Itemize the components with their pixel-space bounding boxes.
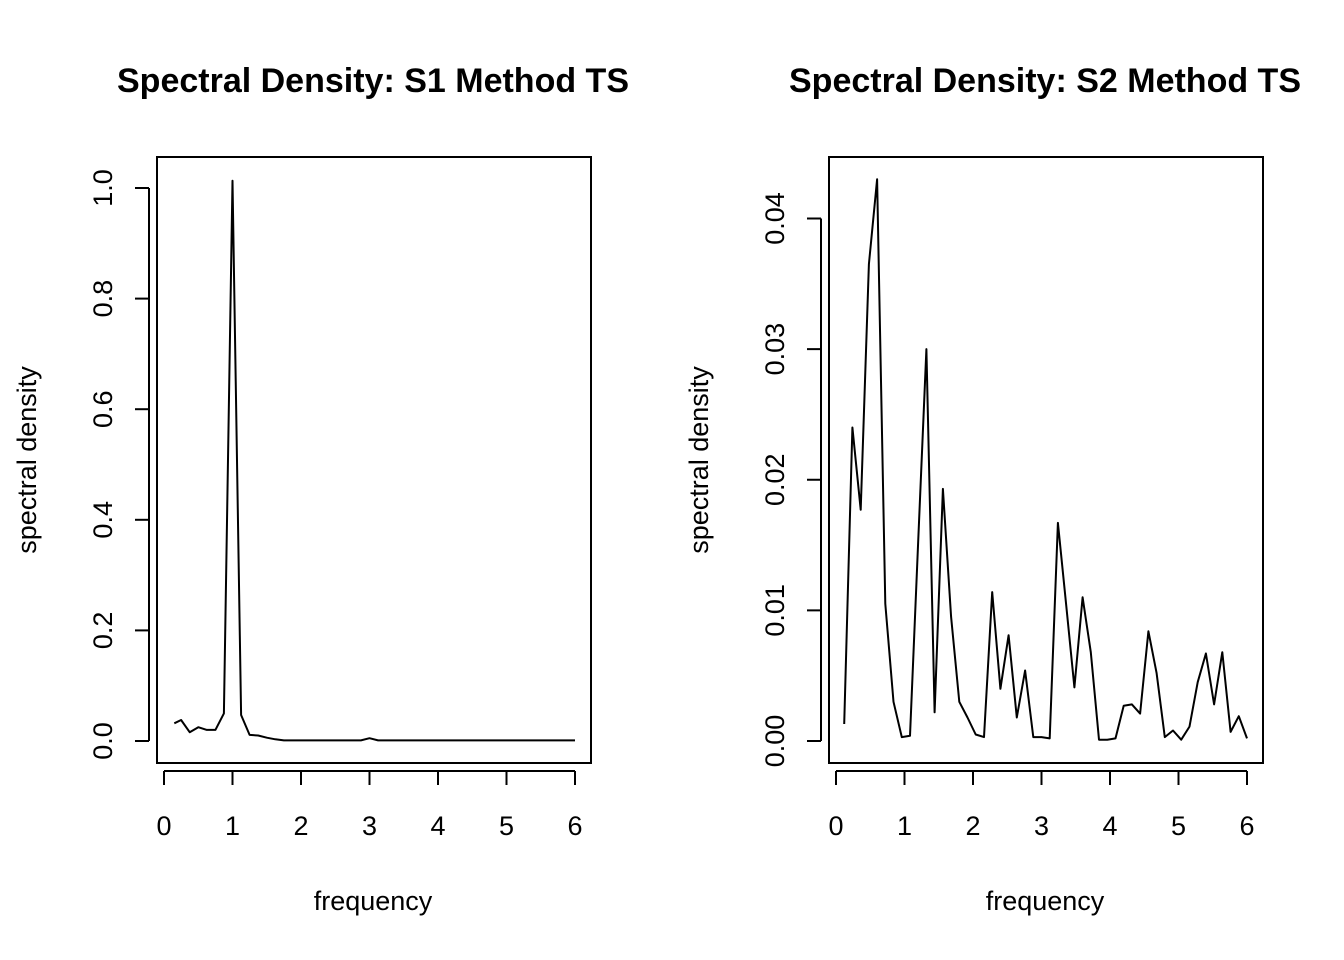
y-axis: 0.00 0.01 0.02 0.03 0.04	[760, 192, 822, 768]
y-tick-label: 1.0	[88, 169, 118, 207]
x-axis-label: frequency	[314, 886, 433, 916]
chart-panel-s1: Spectral Density: S1 Method TS frequency…	[12, 62, 629, 916]
x-tick-label: 2	[293, 811, 308, 841]
plot-frame	[156, 156, 592, 764]
chart-panel-s2: Spectral Density: S2 Method TS frequency…	[684, 62, 1301, 916]
x-axis: 0 1 2 3 4 5 6	[156, 770, 583, 841]
y-tick-label: 0.00	[760, 715, 790, 768]
x-tick-label: 5	[499, 811, 514, 841]
x-tick-label: 6	[567, 811, 582, 841]
x-tick-label: 2	[965, 811, 980, 841]
series-line	[173, 179, 575, 742]
plot-frame	[828, 156, 1264, 764]
chart-title: Spectral Density: S2 Method TS	[789, 62, 1301, 100]
y-tick-label: 0.2	[88, 612, 118, 650]
x-tick-label: 3	[362, 811, 377, 841]
x-tick-label: 4	[430, 811, 445, 841]
y-tick-label: 0.6	[88, 390, 118, 428]
y-axis-label: spectral density	[684, 366, 714, 554]
series-layer	[843, 178, 1248, 741]
y-tick-label: 0.0	[88, 722, 118, 760]
x-tick-label: 6	[1239, 811, 1254, 841]
x-tick-label: 3	[1034, 811, 1049, 841]
y-tick-label: 0.03	[760, 323, 790, 376]
x-tick-label: 0	[828, 811, 843, 841]
x-tick-label: 4	[1102, 811, 1117, 841]
series-layer	[173, 179, 575, 742]
x-axis-label: frequency	[986, 886, 1105, 916]
y-axis-label: spectral density	[12, 366, 42, 554]
x-axis: 0 1 2 3 4 5 6	[828, 770, 1255, 841]
y-tick-label: 0.04	[760, 192, 790, 245]
y-tick-label: 0.01	[760, 584, 790, 637]
x-tick-label: 1	[897, 811, 912, 841]
y-tick-label: 0.8	[88, 280, 118, 318]
y-tick-label: 0.02	[760, 453, 790, 506]
x-tick-label: 0	[156, 811, 171, 841]
y-tick-label: 0.4	[88, 501, 118, 539]
x-tick-label: 5	[1171, 811, 1186, 841]
series-line	[843, 178, 1248, 741]
y-axis: 0.0 0.2 0.4 0.6 0.8 1.0	[88, 169, 150, 760]
x-tick-label: 1	[225, 811, 240, 841]
chart-title: Spectral Density: S1 Method TS	[117, 62, 629, 100]
